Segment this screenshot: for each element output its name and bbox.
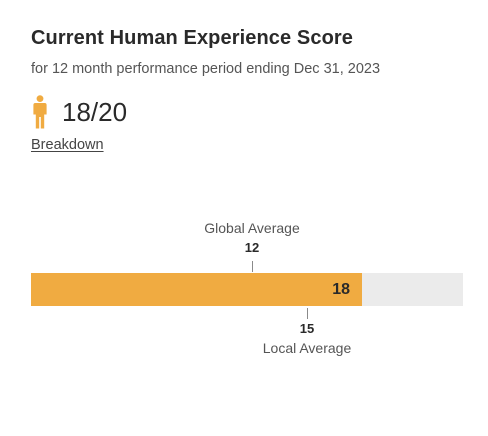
breakdown-link[interactable]: Breakdown: [31, 137, 104, 153]
score-bar-fill: [31, 273, 362, 306]
local-average-marker: 15 Local Average: [263, 321, 351, 356]
score-bar-value: 18: [332, 281, 350, 298]
score-title: Current Human Experience Score: [31, 27, 353, 49]
score-bar-track: 18: [31, 273, 463, 306]
global-average-value: 12: [244, 240, 260, 255]
score-period-subtitle: for 12 month performance period ending D…: [31, 61, 381, 77]
score-value: 18/20: [62, 96, 128, 127]
local-average-value: 15: [299, 321, 315, 336]
score-summary: 18/20: [31, 95, 127, 129]
local-average-label: Local Average: [262, 340, 352, 356]
global-average-tick: [252, 261, 253, 272]
person-icon: [33, 95, 47, 129]
global-average-marker: Global Average 12: [204, 220, 299, 255]
global-average-label: Global Average: [204, 220, 300, 236]
local-average-tick: [307, 308, 308, 319]
